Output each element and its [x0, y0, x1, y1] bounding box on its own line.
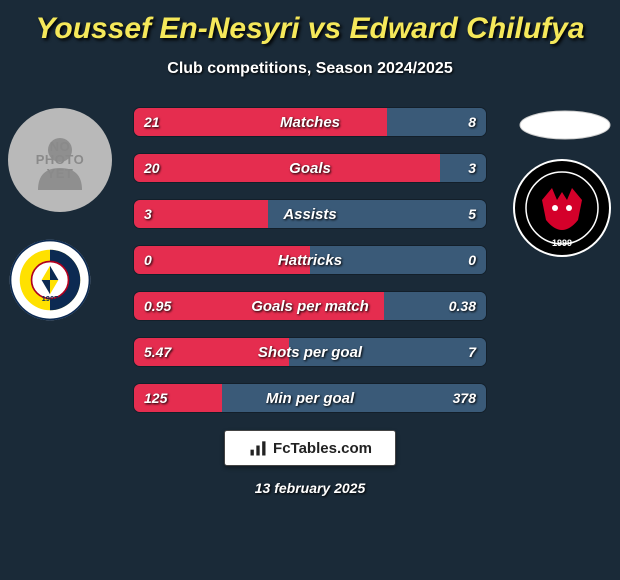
midtjylland-badge-icon: 1999	[512, 158, 612, 258]
comparison-panel: NOPHOTOYET 1907	[0, 108, 620, 412]
footer-brand: FcTables.com	[224, 430, 396, 466]
stat-label: Goals per match	[134, 292, 486, 320]
date-label: 13 february 2025	[0, 480, 620, 496]
player-left-avatar: NOPHOTOYET	[8, 108, 112, 212]
svg-text:1999: 1999	[552, 238, 572, 248]
stat-label: Assists	[134, 200, 486, 228]
stat-bar: 218Matches	[134, 108, 486, 136]
svg-text:1907: 1907	[42, 294, 59, 303]
stats-bar-list: 218Matches 203Goals 35Assists 00Hattricks 0.…	[134, 108, 486, 412]
bar-chart-icon	[248, 438, 268, 458]
stat-label: Shots per goal	[134, 338, 486, 366]
footer-brand-text: FcTables.com	[273, 440, 372, 457]
subtitle: Club competitions, Season 2024/2025	[0, 60, 620, 78]
page-title: Youssef En-Nesyri vs Edward Chilufya	[0, 0, 620, 46]
no-photo-label: NOPHOTOYET	[36, 140, 85, 181]
player-right-nation-badge	[518, 108, 612, 142]
stat-label: Hattricks	[134, 246, 486, 274]
stat-bar: 35Assists	[134, 200, 486, 228]
stat-label: Min per goal	[134, 384, 486, 412]
ellipse-badge-icon	[518, 108, 612, 142]
stat-bar: 125378Min per goal	[134, 384, 486, 412]
player-left-club-badge: 1907	[8, 238, 92, 322]
stat-label: Goals	[134, 154, 486, 182]
player-right-club-badge: 1999	[512, 158, 612, 258]
stat-bar: 0.950.38Goals per match	[134, 292, 486, 320]
stat-label: Matches	[134, 108, 486, 136]
stat-bar: 203Goals	[134, 154, 486, 182]
fenerbahce-badge-icon: 1907	[8, 238, 92, 322]
stat-bar: 5.477Shots per goal	[134, 338, 486, 366]
stat-bar: 00Hattricks	[134, 246, 486, 274]
